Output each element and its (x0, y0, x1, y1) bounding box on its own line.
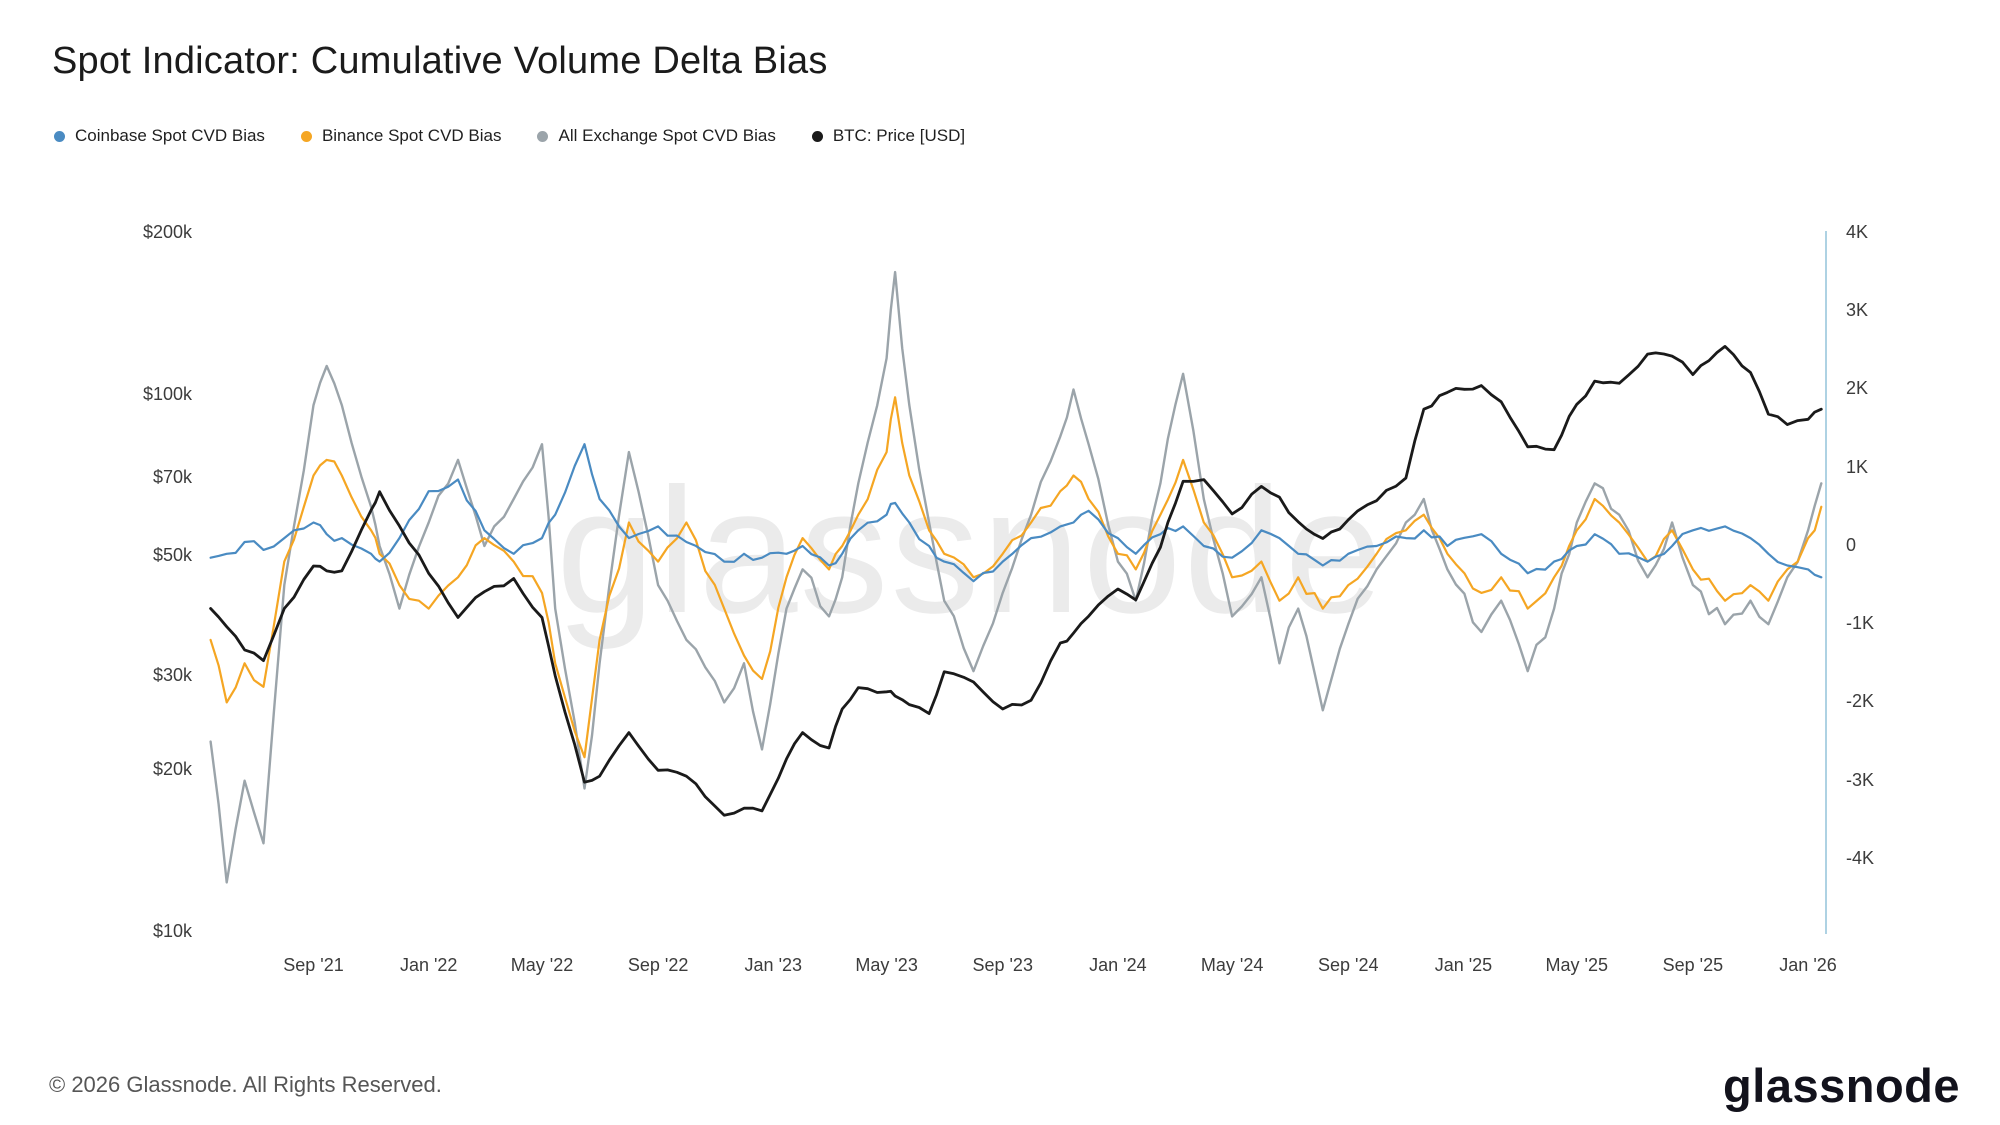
series-line-binance-spot-cvd-bias (209, 396, 1823, 759)
x-axis-tick: Jan '25 (1434, 955, 1493, 975)
glassnode-logo[interactable]: glassnode (1723, 1059, 1960, 1112)
x-axis-tick: Jan '22 (399, 955, 458, 975)
price-axis-tick: $70k (152, 466, 192, 487)
legend-item-binance-cvd[interactable]: Binance Spot CVD Bias (300, 126, 502, 146)
legend-item-btc-price[interactable]: BTC: Price [USD] (811, 126, 966, 146)
cvd-axis-tick: 1K (1846, 456, 1869, 477)
price-axis-tick: $50k (152, 545, 192, 566)
x-axis-tick: Sep '24 (1318, 955, 1379, 975)
x-axis-tick: Sep '23 (972, 955, 1033, 975)
x-axis-tick: Sep '22 (627, 955, 689, 975)
x-axis-tick: Jan '23 (744, 955, 803, 975)
x-axis-tick: Sep '25 (1662, 955, 1724, 975)
page-title: Spot Indicator: Cumulative Volume Delta … (52, 40, 828, 82)
price-axis-tick: $20k (152, 759, 192, 780)
x-axis-tick: Sep '21 (283, 955, 344, 975)
x-axis-tick: Jan '26 (1779, 955, 1837, 975)
legend-label: All Exchange Spot CVD Bias (558, 126, 776, 145)
price-axis-tick: $10k (152, 921, 192, 941)
legend-dot-orange-icon (300, 130, 312, 142)
price-axis-tick: $30k (152, 664, 192, 685)
legend-dot-gray-icon (537, 130, 549, 142)
cvd-axis-tick: -1K (1846, 613, 1875, 634)
cvd-axis-tick: 3K (1846, 300, 1869, 321)
x-axis-tick: May '23 (855, 955, 918, 975)
legend-item-all-exchange-cvd[interactable]: All Exchange Spot CVD Bias (537, 126, 776, 146)
legend: Coinbase Spot CVD Bias Binance Spot CVD … (54, 126, 965, 146)
x-axis-tick: May '25 (1545, 955, 1608, 975)
price-axis-tick: $200k (142, 222, 192, 242)
series-line-all-exchange-spot-cvd-bias (209, 270, 1823, 884)
cvd-axis-tick: -3K (1846, 769, 1875, 790)
x-axis-tick: May '24 (1200, 955, 1264, 975)
legend-label: Binance Spot CVD Bias (321, 126, 502, 145)
legend-dot-black-icon (811, 130, 823, 142)
legend-label: Coinbase Spot CVD Bias (75, 126, 265, 145)
cvd-axis-tick: 2K (1846, 378, 1869, 399)
cvd-axis-tick: 0 (1846, 534, 1857, 555)
series-line-coinbase-spot-cvd-bias (209, 443, 1823, 583)
cvd-axis-tick: 4K (1846, 222, 1869, 242)
x-axis-tick: Jan '24 (1089, 955, 1147, 975)
cvd-axis-tick: -4K (1846, 847, 1875, 868)
legend-label: BTC: Price [USD] (832, 126, 966, 145)
price-axis-tick: $100k (142, 383, 192, 404)
x-axis-tick: May '22 (510, 955, 574, 975)
copyright-text: © 2026 Glassnode. All Rights Reserved. (49, 1072, 442, 1097)
cvd-axis-tick: -2K (1846, 691, 1875, 712)
legend-dot-blue-icon (54, 130, 65, 142)
series-line-btc-price-usd- (209, 345, 1823, 817)
legend-item-coinbase-cvd[interactable]: Coinbase Spot CVD Bias (54, 126, 265, 146)
